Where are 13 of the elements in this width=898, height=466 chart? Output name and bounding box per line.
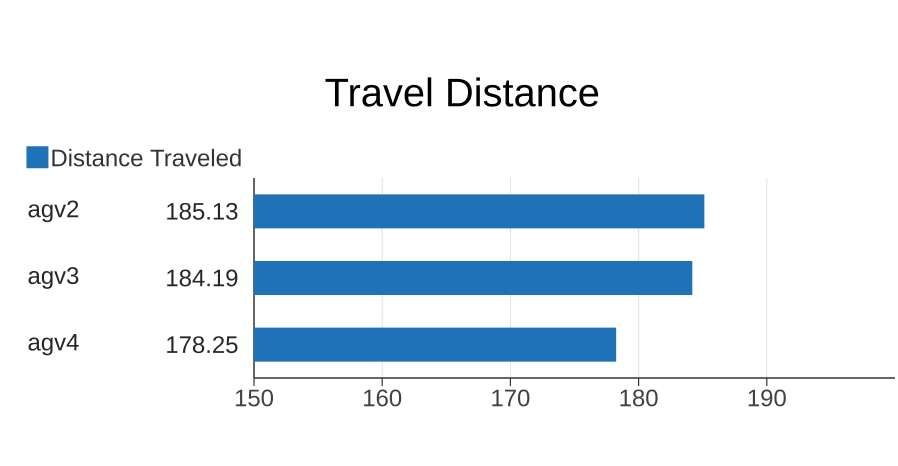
x-tick-label: 180 xyxy=(620,390,658,406)
data-label: 185.13 xyxy=(167,202,238,220)
chart-title: Travel Distance xyxy=(326,77,598,107)
y-tick-label: agv4 xyxy=(28,334,79,356)
x-tick-label: 160 xyxy=(364,390,402,406)
data-label: 184.19 xyxy=(167,270,238,286)
x-tick-label: 190 xyxy=(748,390,786,406)
x-tick-label: 170 xyxy=(492,390,530,406)
legend-label: Distance Traveled xyxy=(52,148,241,166)
y-tick-label: agv3 xyxy=(28,267,78,289)
data-label: 178.25 xyxy=(167,336,238,354)
x-tick-label: 150 xyxy=(236,390,274,406)
y-tick-label: agv2 xyxy=(28,200,78,222)
